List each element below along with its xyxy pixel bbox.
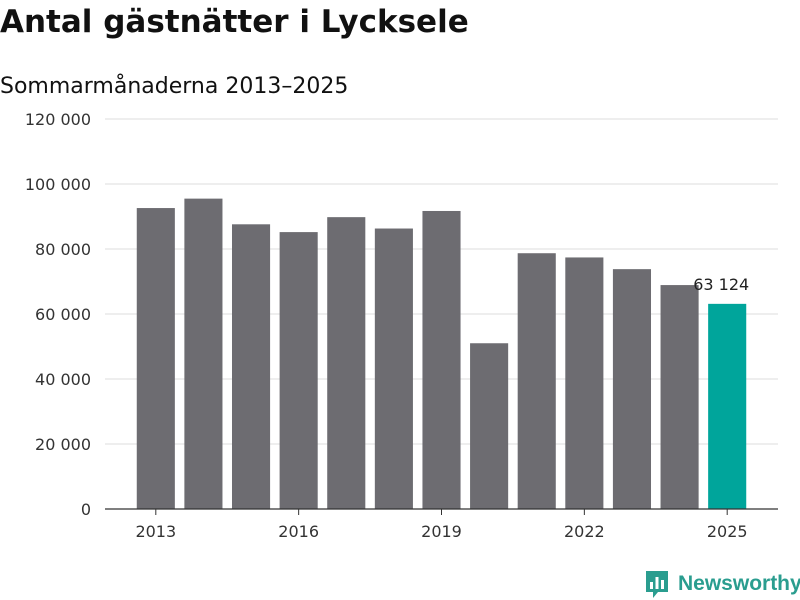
x-tick-label: 2025	[707, 522, 748, 541]
data-labels: 63 124	[693, 275, 749, 294]
x-tick-label: 2022	[564, 522, 605, 541]
brand-name: Newsworthy	[678, 572, 800, 595]
chart-subtitle: Sommarmånaderna 2013–2025	[0, 74, 349, 99]
bars	[136, 198, 747, 510]
bar-2015	[231, 224, 271, 510]
x-tick-label: 2016	[278, 522, 319, 541]
bar-2018	[374, 228, 413, 509]
x-tick-label: 2013	[135, 522, 176, 541]
y-tick-label: 80 000	[35, 240, 91, 259]
bar-2020	[470, 343, 509, 509]
bar-2013	[136, 208, 175, 510]
bar-2019	[422, 210, 461, 509]
bar-2017	[327, 217, 366, 509]
brand-logo: Newsworthy	[644, 569, 800, 599]
y-tick-label: 20 000	[35, 435, 91, 454]
bar-2024	[660, 285, 699, 509]
bar-2023	[612, 269, 652, 509]
bar-2014	[184, 198, 223, 509]
bar-2022	[565, 257, 604, 509]
x-axis-tick-labels: 2013 2016 2019 2022 2025	[135, 509, 748, 541]
y-tick-label: 100 000	[25, 175, 91, 194]
y-tick-label: 60 000	[35, 305, 91, 324]
data-label: 63 124	[693, 275, 749, 294]
chart-title: Antal gästnätter i Lycksele	[0, 4, 469, 40]
bar-2021	[517, 253, 556, 509]
bar-2025	[708, 303, 747, 509]
newsworthy-logo-icon	[646, 571, 668, 598]
y-axis-tick-labels: 0 20 000 40 000 60 000 80 000 100 000 120 000	[25, 110, 91, 519]
x-tick-label: 2019	[421, 522, 462, 541]
y-tick-label: 0	[81, 500, 91, 519]
y-tick-label: 120 000	[25, 110, 91, 129]
y-tick-label: 40 000	[35, 370, 91, 389]
bar-2016	[279, 232, 318, 509]
